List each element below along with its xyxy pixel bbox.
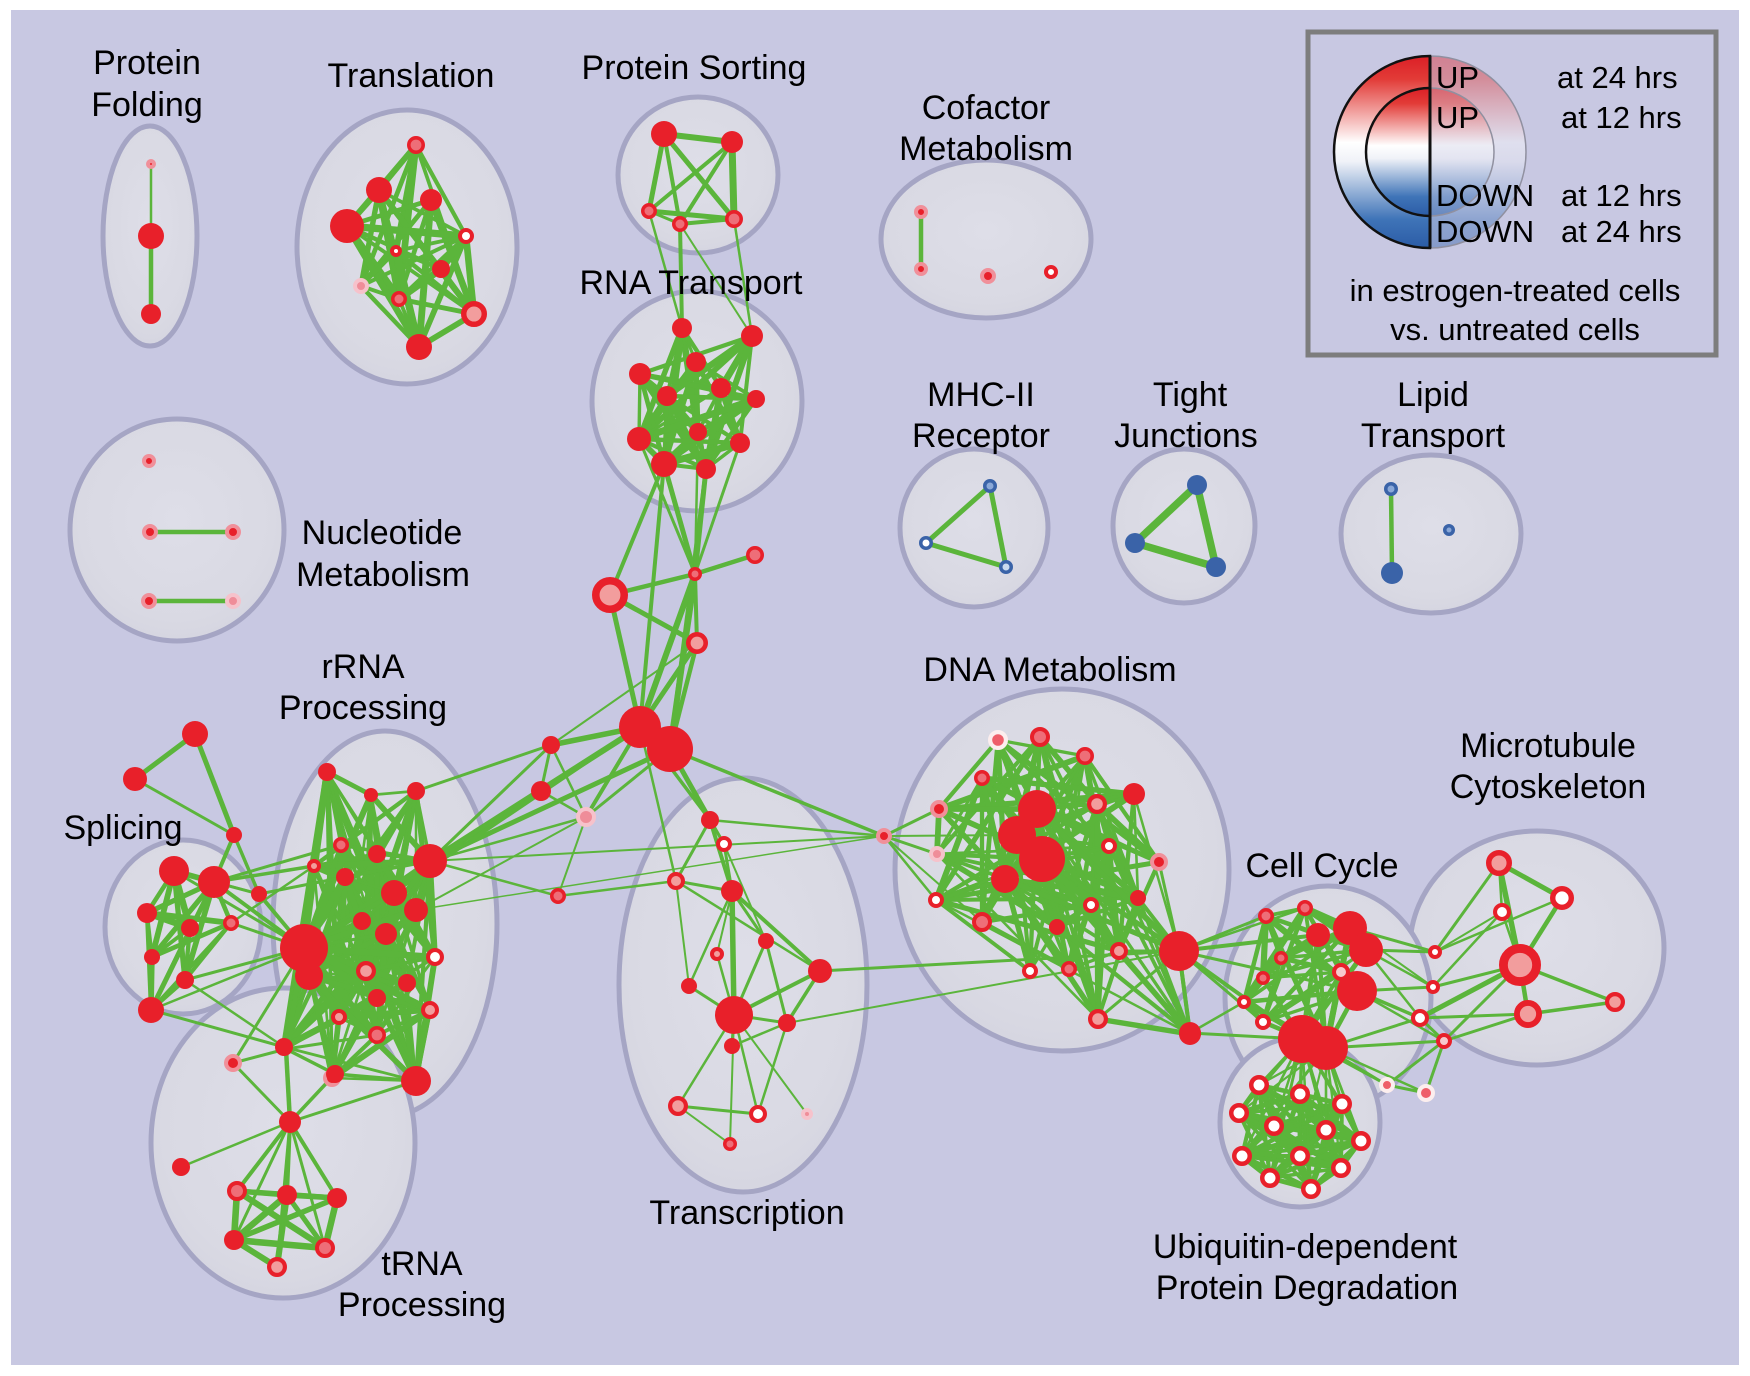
svg-text:DNA Metabolism: DNA Metabolism [923, 651, 1176, 689]
svg-text:Translation: Translation [328, 57, 495, 95]
svg-text:Nucleotide: Nucleotide [302, 514, 463, 552]
svg-text:Cofactor: Cofactor [922, 89, 1051, 127]
svg-text:in estrogen-treated cells: in estrogen-treated cells [1350, 273, 1681, 308]
svg-text:Transcription: Transcription [649, 1194, 844, 1232]
svg-text:UP: UP [1436, 60, 1479, 95]
svg-text:Processing: Processing [338, 1286, 506, 1324]
svg-text:MHC-II: MHC-II [927, 376, 1035, 414]
svg-text:Protein Degradation: Protein Degradation [1156, 1269, 1458, 1307]
svg-text:DOWN: DOWN [1436, 178, 1534, 213]
svg-text:rRNA: rRNA [321, 648, 404, 686]
svg-text:Protein Sorting: Protein Sorting [582, 49, 807, 87]
svg-text:at 12 hrs: at 12 hrs [1561, 100, 1682, 135]
svg-text:at 12 hrs: at 12 hrs [1561, 178, 1682, 213]
svg-text:Receptor: Receptor [912, 417, 1050, 455]
svg-text:UP: UP [1436, 100, 1479, 135]
svg-text:Lipid: Lipid [1397, 376, 1469, 414]
svg-text:Ubiquitin-dependent: Ubiquitin-dependent [1153, 1228, 1458, 1266]
svg-text:Protein: Protein [93, 44, 201, 82]
svg-text:Metabolism: Metabolism [296, 556, 470, 594]
svg-text:Tight: Tight [1153, 376, 1228, 414]
svg-text:at 24 hrs: at 24 hrs [1557, 60, 1678, 95]
svg-text:Metabolism: Metabolism [899, 130, 1073, 168]
svg-text:vs. untreated cells: vs. untreated cells [1390, 312, 1640, 347]
svg-text:tRNA: tRNA [381, 1245, 463, 1283]
svg-text:RNA Transport: RNA Transport [580, 264, 804, 302]
svg-text:Transport: Transport [1361, 417, 1506, 455]
svg-text:at 24 hrs: at 24 hrs [1561, 214, 1682, 249]
svg-text:Microtubule: Microtubule [1460, 727, 1636, 765]
svg-text:Folding: Folding [91, 86, 203, 124]
svg-text:DOWN: DOWN [1436, 214, 1534, 249]
svg-text:Splicing: Splicing [63, 809, 182, 847]
svg-text:Cytoskeleton: Cytoskeleton [1450, 768, 1647, 806]
svg-text:Junctions: Junctions [1114, 417, 1258, 455]
svg-text:Cell Cycle: Cell Cycle [1245, 847, 1398, 885]
svg-text:Processing: Processing [279, 689, 447, 727]
